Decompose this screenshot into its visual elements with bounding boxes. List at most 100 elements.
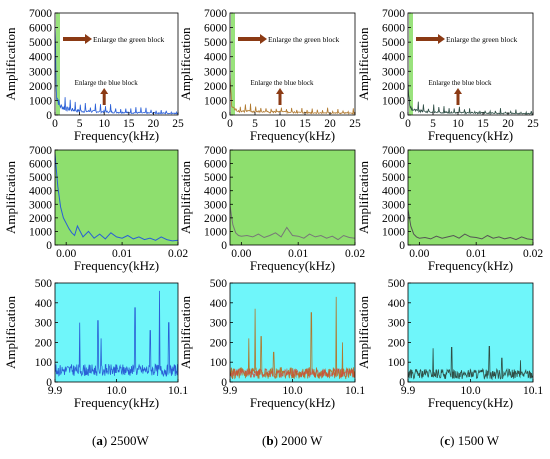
blue-arrow-head	[276, 88, 284, 94]
x-tick-label: 0.00	[231, 248, 251, 260]
x-tick-label: 20	[324, 118, 336, 130]
spectrum-trace	[55, 26, 178, 115]
y-tick-label: 2000	[382, 81, 405, 93]
caption-a: (a) 2500W	[92, 433, 149, 448]
y-tick-label: 1000	[29, 226, 52, 238]
x-tick-label: 20	[502, 118, 514, 130]
x-tick-label: 10	[98, 118, 110, 130]
y-tick-label: 200	[388, 337, 406, 349]
y-tick-label: 6000	[382, 23, 405, 35]
y-tick-label: 400	[35, 298, 53, 310]
y-tick-label: 4000	[204, 186, 227, 198]
y-tick-label: 5000	[382, 37, 405, 49]
x-tick-label: 0.02	[523, 248, 543, 260]
y-tick-label: 0	[221, 377, 227, 389]
y-tick-label: 2000	[204, 81, 227, 93]
y-tick-label: 1000	[29, 95, 52, 107]
annotation-green: Enlarge the green block	[93, 35, 165, 44]
y-tick-label: 7000	[204, 145, 227, 157]
x-tick-label: 10.0	[460, 385, 480, 397]
spectrum-trace	[408, 80, 533, 115]
y-tick-label: 4000	[382, 52, 405, 64]
y-tick-label: 0	[399, 110, 405, 122]
plot-area	[230, 13, 355, 115]
y-tick-label: 7000	[382, 8, 405, 20]
x-tick-label: 10.0	[106, 385, 126, 397]
y-tick-label: 500	[210, 278, 228, 290]
green-block-marker	[231, 13, 235, 115]
annotation-blue: Enlarge the blue block	[75, 79, 139, 87]
y-tick-label: 400	[210, 298, 228, 310]
annotation-green: Enlarge the green block	[268, 35, 340, 44]
caption-c: (c) 1500 W	[440, 433, 500, 448]
x-tick-label: 10.1	[523, 385, 543, 397]
x-tick-label: 0.00	[56, 248, 76, 260]
plot-frame	[407, 12, 534, 116]
plot-frame	[54, 12, 179, 116]
plot-frame	[407, 149, 534, 246]
x-tick-label: 25	[172, 118, 184, 130]
x-tick-label: 0.01	[288, 248, 308, 260]
y-tick-label: 0	[46, 377, 52, 389]
x-tick-label: 5	[77, 118, 83, 130]
y-tick-label: 5000	[204, 37, 227, 49]
y-tick-label: 5000	[204, 172, 227, 184]
x-tick-label: 0	[405, 118, 411, 130]
x-tick-label: 9.9	[401, 385, 416, 397]
y-tick-label: 2000	[382, 213, 405, 225]
y-axis-label: Amplification	[356, 296, 371, 369]
x-axis-label: Frequency(kHz)	[428, 258, 513, 273]
y-tick-label: 200	[35, 337, 53, 349]
blue-arrow-head	[100, 88, 109, 94]
x-tick-label: 10.0	[282, 385, 302, 397]
chart-c-blue: 0 100 200 300 400 500 9.9 10.0 10.1 Frequency(kHz…	[356, 278, 543, 410]
spectrum-trace-overlay	[230, 367, 355, 379]
y-tick-label: 3000	[29, 66, 52, 78]
y-axis-label: Amplification	[178, 161, 193, 234]
x-tick-label: 0.00	[409, 248, 429, 260]
annotation-blue: Enlarge the blue block	[428, 79, 492, 87]
y-tick-label: 100	[388, 357, 406, 369]
x-axis-label: Frequency(kHz)	[428, 395, 513, 410]
y-tick-label: 7000	[29, 8, 52, 20]
y-tick-label: 4000	[204, 52, 227, 64]
y-tick-label: 6000	[204, 23, 227, 35]
y-tick-label: 3000	[204, 199, 227, 211]
spectrum-trace	[55, 290, 178, 378]
y-tick-label: 5000	[382, 172, 405, 184]
y-axis-label: Amplification	[178, 27, 193, 100]
x-tick-label: 20	[148, 118, 160, 130]
y-axis-label: Amplification	[356, 27, 371, 100]
y-tick-label: 5000	[29, 37, 52, 49]
x-tick-label: 5	[430, 118, 436, 130]
y-axis-label: Amplification	[3, 27, 18, 100]
y-tick-label: 500	[35, 278, 53, 290]
x-axis-label: Frequency(kHz)	[74, 258, 159, 273]
y-tick-label: 300	[388, 318, 406, 330]
y-tick-label: 7000	[382, 145, 405, 157]
y-tick-label: 7000	[204, 8, 227, 20]
y-tick-label: 4000	[29, 186, 52, 198]
x-tick-label: 10.1	[168, 385, 188, 397]
y-tick-label: 300	[35, 318, 53, 330]
y-axis-label: Amplification	[3, 296, 18, 369]
x-tick-label: 0	[52, 118, 58, 130]
y-tick-label: 6000	[29, 23, 52, 35]
y-axis-label: Amplification	[3, 161, 18, 234]
annotation-blue: Enlarge the blue block	[250, 79, 314, 87]
y-tick-label: 0	[221, 240, 227, 252]
x-tick-label: 0.01	[466, 248, 486, 260]
y-tick-label: 1000	[382, 226, 405, 238]
x-axis-label: Frequency(kHz)	[74, 128, 159, 143]
y-axis-label: Amplification	[356, 161, 371, 234]
blue-arrow-head	[454, 88, 462, 94]
y-tick-label: 3000	[29, 199, 52, 211]
y-tick-label: 0	[46, 110, 52, 122]
spectrum-trace	[230, 74, 355, 115]
x-tick-label: 10	[274, 118, 286, 130]
x-tick-label: 25	[349, 118, 361, 130]
chart-a-blue: 0 100 200 300 400 500 9.9 10.0 10.1 Frequency(kHz…	[3, 278, 188, 410]
